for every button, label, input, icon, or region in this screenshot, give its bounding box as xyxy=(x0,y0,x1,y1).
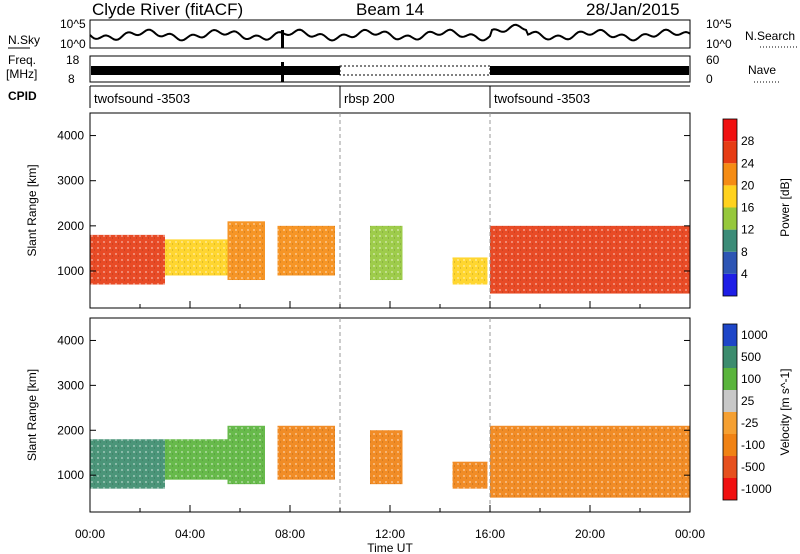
freq-band-segment-3 xyxy=(490,66,689,75)
power-ytick-label: 2000 xyxy=(57,219,84,233)
velocity-ytick-label: 4000 xyxy=(57,333,84,347)
velocity-echo-texture-7 xyxy=(490,425,690,498)
power-echo-texture-7 xyxy=(490,225,690,294)
power-colorbar-tick: 20 xyxy=(741,178,755,192)
power-colorbar-tick: 12 xyxy=(741,223,755,237)
power-colorbar-label: Power [dB] xyxy=(778,178,792,237)
power-echo-texture-6 xyxy=(452,257,488,285)
velocity-echo-texture-1 xyxy=(90,439,165,489)
power-colorbar-swatch xyxy=(723,251,737,274)
power-colorbar-swatch xyxy=(723,229,737,252)
velocity-colorbar-tick: 1000 xyxy=(741,328,768,342)
noise-sky-trace xyxy=(89,23,691,42)
beam-label: Beam 14 xyxy=(356,0,425,19)
power-colorbar-tick: 8 xyxy=(741,245,748,259)
velocity-colorbar-tick: 100 xyxy=(741,372,761,386)
velocity-colorbar-tick: -1000 xyxy=(741,482,772,496)
noise-tick-left-top: 10^5 xyxy=(60,17,86,31)
xtick-label: 20:00 xyxy=(575,527,605,541)
velocity-ytick-label: 2000 xyxy=(57,423,84,437)
date-label: 28/Jan/2015 xyxy=(586,0,680,19)
velocity-colorbar-tick: -100 xyxy=(741,438,765,452)
velocity-colorbar-swatch xyxy=(723,368,737,390)
power-colorbar-frame xyxy=(722,118,738,297)
velocity-ylabel: Slant Range [km] xyxy=(25,369,39,461)
nsearch-label: N.Search xyxy=(745,29,795,43)
power-colorbar-swatch xyxy=(723,163,737,186)
power-colorbar-swatch xyxy=(723,207,737,230)
velocity-ytick-label: 3000 xyxy=(57,378,84,392)
power-colorbar-tick: 4 xyxy=(741,267,748,281)
power-echo-texture-3 xyxy=(227,221,265,281)
noise-tick-right-top: 10^5 xyxy=(706,17,732,31)
noise-tick-right-bottom: 10^0 xyxy=(706,37,732,51)
velocity-colorbar-swatch xyxy=(723,324,737,346)
power-colorbar-swatch xyxy=(723,273,737,296)
xtick-label: 08:00 xyxy=(275,527,305,541)
power-echo-texture-2 xyxy=(165,239,228,276)
velocity-panel: 1000 2000 3000 4000 Slant Range [km] 1000 500 1… xyxy=(25,317,792,513)
power-echo-texture-5 xyxy=(370,225,403,281)
noise-tick-left-bottom: 10^0 xyxy=(60,37,86,51)
velocity-colorbar-swatch xyxy=(723,390,737,412)
power-colorbar-swatch xyxy=(723,141,737,164)
freq-tick-left-top: 18 xyxy=(66,53,80,67)
xtick-label: 00:00 xyxy=(75,527,105,541)
freq-tick-left-bottom: 8 xyxy=(68,72,75,86)
power-ylabel: Slant Range [km] xyxy=(25,164,39,256)
cpid-segment-label-1: twofsound -3503 xyxy=(94,91,190,106)
power-echo-texture-1 xyxy=(90,234,165,285)
xtick-label: 00:00 xyxy=(675,527,705,541)
plot-title: Clyde River (fitACF) xyxy=(92,0,244,19)
xtick-label: 16:00 xyxy=(475,527,505,541)
power-colorbar-tick: 24 xyxy=(741,156,755,170)
velocity-echo-texture-2 xyxy=(165,439,228,480)
power-ytick-label: 4000 xyxy=(57,129,84,143)
power-colorbar-tick: 16 xyxy=(741,201,755,215)
cpid-segment-label-3: twofsound -3503 xyxy=(494,91,590,106)
velocity-colorbar-frame xyxy=(722,323,738,501)
velocity-colorbar-swatch xyxy=(723,346,737,368)
nsky-label: N.Sky xyxy=(8,33,40,47)
freq-unit-label: [MHz] xyxy=(6,67,37,81)
velocity-colorbar-label: Velocity [m s^-1] xyxy=(778,369,792,456)
velocity-echo-texture-5 xyxy=(370,430,403,485)
noise-panel-frame xyxy=(89,19,691,49)
velocity-ytick-label: 1000 xyxy=(57,468,84,482)
power-echo-texture-4 xyxy=(277,225,335,276)
velocity-colorbar-tick: 500 xyxy=(741,350,761,364)
velocity-echo-texture-4 xyxy=(277,425,335,480)
velocity-colorbar-tick: 25 xyxy=(741,394,755,408)
velocity-echo-texture-6 xyxy=(452,461,488,489)
xtick-label: 12:00 xyxy=(375,527,405,541)
velocity-colorbar-swatch xyxy=(723,456,737,478)
freq-band-segment-1 xyxy=(91,66,340,75)
velocity-echo-texture-3 xyxy=(227,425,265,485)
freq-panel-frame xyxy=(89,55,691,83)
nave-tick-right-bottom: 0 xyxy=(706,72,713,86)
velocity-colorbar-swatch xyxy=(723,478,737,500)
cpid-segment-label-2: rbsp 200 xyxy=(344,91,395,106)
power-ytick-label: 1000 xyxy=(57,264,84,278)
xaxis-label: Time UT xyxy=(367,541,413,554)
velocity-colorbar-swatch xyxy=(723,412,737,434)
power-ytick-label: 3000 xyxy=(57,174,84,188)
power-colorbar-swatch xyxy=(723,119,737,142)
freq-label: Freq. xyxy=(8,53,36,67)
velocity-colorbar-tick: -500 xyxy=(741,460,765,474)
velocity-colorbar-tick: -25 xyxy=(741,416,759,430)
velocity-colorbar-swatch xyxy=(723,434,737,456)
nave-tick-right-top: 60 xyxy=(706,53,720,67)
freq-band-segment-2 xyxy=(339,65,491,76)
power-panel: 1000 2000 3000 4000 Slant Range [km] 4 8 12 16 20… xyxy=(25,112,792,309)
power-colorbar-swatch xyxy=(723,185,737,208)
xtick-label: 04:00 xyxy=(175,527,205,541)
power-colorbar-tick: 28 xyxy=(741,134,755,148)
nave-label: Nave xyxy=(748,63,776,77)
cpid-label: CPID xyxy=(8,89,37,103)
